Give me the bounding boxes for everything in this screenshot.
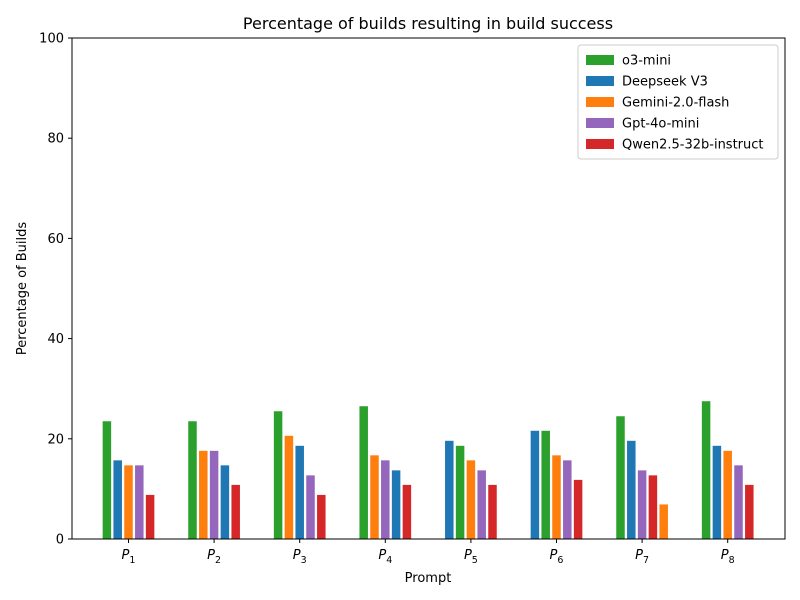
bar-3-qwen2-5-32b-instruct	[317, 494, 326, 539]
x-tick-label: P8	[721, 548, 735, 566]
bar-8-gpt-4o-mini	[734, 465, 743, 539]
legend-label-gpt-4o-mini: Gpt-4o-mini	[622, 117, 699, 132]
bar-1-o3-mini	[102, 421, 112, 539]
bar-1-qwen2-5-32b-instruct	[145, 494, 155, 539]
bar-2-gpt-4o-mini	[209, 450, 219, 539]
x-tick-label: P1	[122, 548, 136, 566]
bar-7-gemini-2-0-flash	[659, 504, 668, 539]
bar-5-qwen2-5-32b-instruct	[488, 484, 497, 539]
bars-layer	[102, 401, 754, 539]
legend-label-qwen2-5-32b-instruct: Qwen2.5-32b-instruct	[622, 138, 764, 153]
legend-swatch-o3-mini	[586, 55, 614, 65]
bar-7-qwen2-5-32b-instruct	[648, 475, 658, 539]
plot-frame	[71, 37, 786, 540]
bar-6-qwen2-5-32b-instruct	[573, 479, 583, 539]
bar-5-gemini-2-0-flash	[466, 460, 476, 539]
bar-2-qwen2-5-32b-instruct	[231, 484, 240, 539]
y-tick-label: 100	[39, 32, 64, 47]
bar-4-qwen2-5-32b-instruct	[402, 484, 412, 539]
bar-4-o3-mini	[359, 406, 368, 539]
bar-8-gemini-2-0-flash	[723, 450, 732, 539]
x-tick-label: P4	[378, 548, 392, 566]
bar-5-gpt-4o-mini	[477, 470, 486, 539]
x-tick-label: P7	[635, 548, 649, 566]
y-tick-label: 20	[47, 432, 64, 447]
bar-3-o3-mini	[273, 411, 283, 539]
x-axis: P1 P2 P3 P4 P5 P6 P7 P8	[122, 539, 735, 566]
bar-7-o3-mini	[616, 416, 625, 539]
legend-swatch-gemini-2-0-flash	[586, 97, 614, 107]
x-tick-label: P2	[207, 548, 221, 566]
y-tick-label: 80	[47, 132, 64, 147]
bar-1-deepseek-v3	[113, 460, 122, 539]
bar-1-gemini-2-0-flash	[124, 465, 133, 539]
bar-5-deepseek-v3	[445, 440, 454, 539]
x-tick-label: P3	[293, 548, 307, 566]
bar-2-gemini-2-0-flash	[199, 450, 208, 539]
bar-3-gpt-4o-mini	[306, 475, 315, 539]
bar-7-deepseek-v3	[627, 440, 636, 539]
legend-swatch-deepseek-v3	[586, 76, 614, 86]
x-tick-label: P5	[464, 548, 478, 566]
y-axis-label: Percentage of Builds	[15, 222, 30, 356]
bar-3-deepseek-v3	[295, 445, 304, 539]
bar-4-deepseek-v3	[391, 470, 401, 539]
bar-2-deepseek-v3	[220, 465, 230, 539]
bar-7-gpt-4o-mini	[637, 470, 647, 539]
legend-label-deepseek-v3: Deepseek V3	[622, 75, 708, 90]
bar-6-gemini-2-0-flash	[552, 455, 561, 539]
legend-box	[577, 44, 779, 160]
bar-3-gemini-2-0-flash	[284, 435, 294, 539]
legend-swatch-gpt-4o-mini	[586, 118, 614, 128]
bar-1-gpt-4o-mini	[135, 465, 144, 539]
chart-title: Percentage of builds resulting in build …	[243, 14, 613, 33]
legend-label-o3-mini: o3-mini	[622, 54, 671, 69]
bar-6-o3-mini	[541, 430, 550, 539]
bar-8-o3-mini	[701, 401, 711, 539]
legend: o3-mini Deepseek V3 Gemini-2.0-flash Gpt-4o…	[577, 44, 779, 160]
bar-8-qwen2-5-32b-instruct	[745, 484, 754, 539]
bar-6-gpt-4o-mini	[563, 460, 572, 539]
y-axis: 0 20 40 60 80 100	[39, 32, 72, 548]
legend-swatch-qwen2-5-32b-instruct	[586, 139, 614, 149]
bar-4-gemini-2-0-flash	[370, 455, 379, 539]
legend-label-gemini-2-0-flash: Gemini-2.0-flash	[622, 96, 729, 111]
y-tick-label: 40	[47, 332, 64, 347]
y-tick-label: 60	[47, 232, 64, 247]
y-tick-label: 0	[56, 533, 64, 548]
bar-8-deepseek-v3	[712, 445, 722, 539]
x-tick-label: P6	[550, 548, 564, 566]
bar-6-deepseek-v3	[530, 430, 540, 539]
x-axis-label: Prompt	[405, 571, 452, 586]
bar-2-o3-mini	[188, 421, 197, 539]
bar-4-gpt-4o-mini	[381, 460, 390, 539]
bar-5-o3-mini	[455, 445, 465, 539]
